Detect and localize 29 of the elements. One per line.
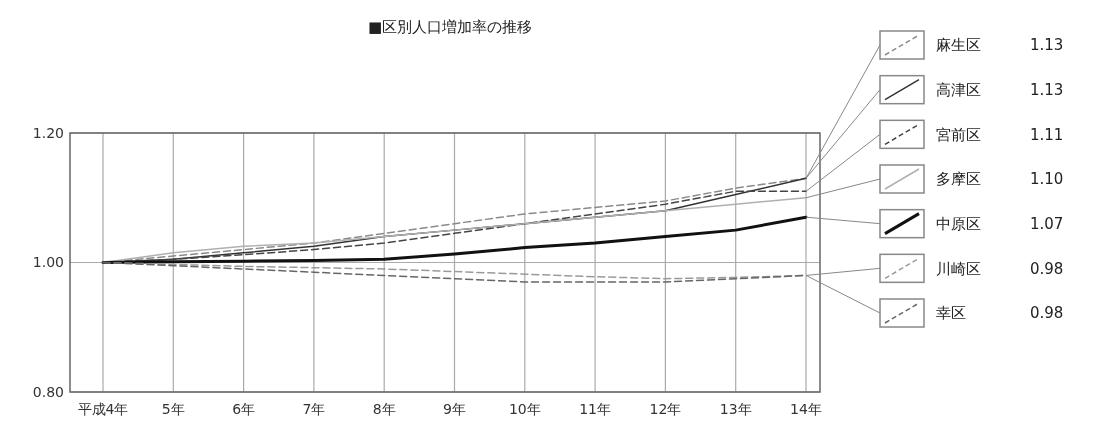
legend-label: 高津区 (936, 80, 981, 99)
x-tick-label: 9年 (443, 401, 466, 417)
y-tick-label: 1.00 (32, 254, 64, 271)
x-tick-label: 8年 (372, 401, 396, 417)
legend-label: 麻生区 (936, 36, 981, 55)
legend-label: 幸区 (936, 304, 966, 323)
chart-title: ■区別人口増加率の推移 (367, 18, 533, 36)
text: 0.98 (1030, 259, 1064, 278)
text: 0.98 (1030, 304, 1064, 323)
y-tick-label: 0.80 (32, 383, 64, 400)
x-tick-label: 5年 (161, 401, 185, 417)
legend-label: 川崎区 (936, 259, 981, 278)
x-tick-label: 7年 (302, 401, 326, 417)
text: 1.07 (1030, 214, 1064, 233)
text: 1.10 (1030, 170, 1064, 189)
x-tick-label: 平成4年 (77, 401, 129, 417)
text: 1.13 (1030, 80, 1064, 99)
text: 1.13 (1030, 36, 1064, 55)
legend-label: 多摩区 (936, 170, 981, 189)
y-tick-label: 1.20 (32, 124, 64, 141)
legend-label: 宮前区 (936, 125, 981, 144)
text: 1.11 (1030, 125, 1064, 144)
x-tick-label: 14年 (790, 401, 822, 417)
x-tick-label: 13年 (719, 401, 752, 417)
x-tick-label: 10年 (508, 401, 541, 417)
x-tick-label: 11年 (579, 401, 612, 417)
legend-label: 中原区 (936, 214, 981, 233)
x-tick-label: 12年 (649, 401, 682, 417)
x-tick-label: 6年 (232, 401, 256, 417)
